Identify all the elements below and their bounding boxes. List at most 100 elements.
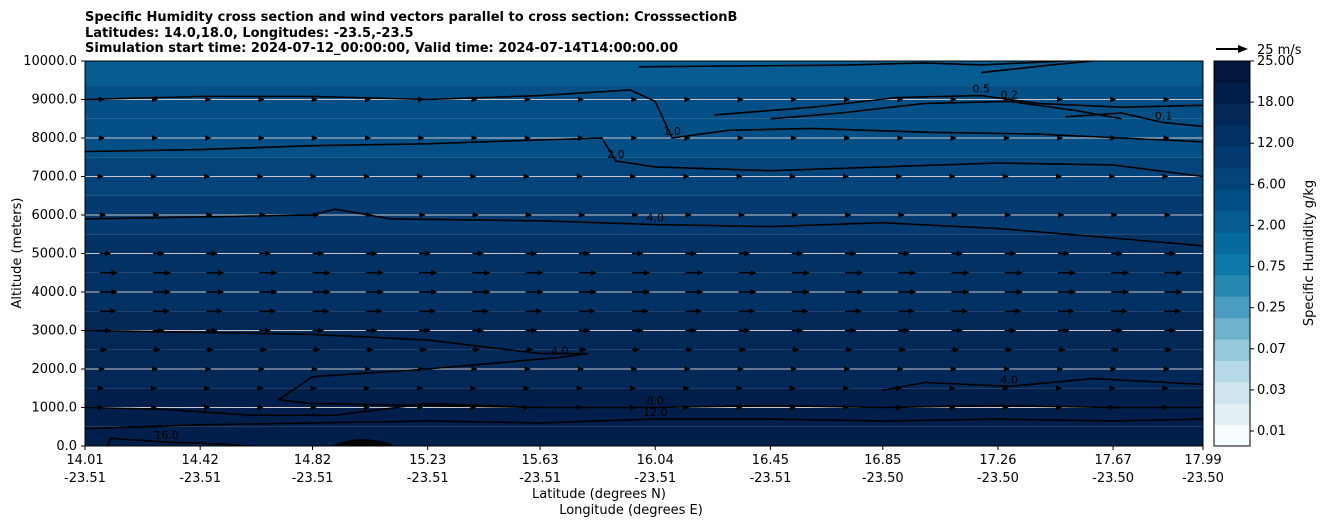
wind-arrow [738, 308, 756, 315]
wind-arrow [150, 173, 157, 180]
wind-arrow [525, 269, 544, 276]
wind-arrow-head [470, 173, 477, 180]
wind-arrow-head [204, 385, 211, 392]
wind-arrow [417, 404, 424, 411]
wind-arrow-head [258, 96, 265, 103]
wind-arrow-head [324, 269, 331, 276]
wind-arrow-head [584, 250, 591, 257]
wind-arrow-head [152, 135, 159, 141]
wind-arrow-head [577, 135, 584, 141]
wind-arrow [205, 135, 212, 141]
wind-arrow-head [477, 250, 484, 257]
wind-arrow [99, 308, 117, 315]
wind-arrow-head [903, 327, 910, 334]
wind-arrow-head [164, 289, 171, 295]
wind-arrow-head [790, 366, 797, 372]
wind-arrow [99, 250, 112, 257]
wind-arrow [152, 269, 171, 276]
wind-arrow [419, 308, 436, 315]
wind-arrow-head [1111, 212, 1118, 218]
wind-arrow [363, 385, 370, 392]
wind-arrow [1004, 346, 1013, 353]
wind-arrow-head [643, 289, 650, 295]
wind-arrow [737, 135, 744, 141]
wind-arrow-head [1055, 385, 1062, 392]
wind-arrow-head [630, 404, 637, 411]
wind-arrow [632, 308, 649, 315]
wind-arrow-head [949, 173, 956, 180]
wind-arrow-head [844, 135, 851, 141]
wind-arrow [259, 269, 278, 276]
wind-arrow-head [424, 327, 431, 334]
y-tick-label: 4000.0 [32, 285, 78, 300]
wind-arrow [206, 308, 223, 315]
wind-arrow [204, 385, 211, 392]
wind-arrow [789, 173, 796, 180]
wind-arrow [630, 404, 637, 411]
wind-arrow-head [690, 327, 697, 334]
wind-arrow-head [1166, 346, 1173, 353]
wind-arrow-head [418, 135, 425, 141]
wind-arrow [259, 308, 277, 315]
colorbar-segment [1214, 274, 1250, 297]
wind-arrow-head [1162, 173, 1169, 180]
y-axis-label: Altitude (meters) [10, 198, 25, 309]
colorbar-tick-label: 0.07 [1257, 342, 1286, 357]
wind-arrow [312, 289, 331, 295]
wind-arrow-head [1163, 135, 1170, 141]
contour-label: 16.0 [154, 429, 179, 442]
wind-arrow [1004, 289, 1023, 295]
wind-arrow-head [686, 346, 693, 353]
wind-arrow-head [211, 250, 218, 257]
wind-arrow-head [310, 404, 317, 411]
wind-arrow [1111, 269, 1130, 276]
wind-arrow-head [218, 269, 225, 276]
wind-arrow [365, 327, 378, 334]
wind-arrow [951, 212, 958, 218]
wind-arrow-head [1169, 327, 1176, 334]
wind-arrow-head [962, 308, 969, 315]
wind-arrow [951, 289, 970, 295]
wind-arrow-head [579, 212, 586, 218]
colorbar-segment [1214, 403, 1250, 426]
wind-arrow [364, 96, 371, 103]
x-axis-label-latitude: Latitude (degrees N) [532, 487, 666, 502]
wind-arrow-head [802, 308, 809, 315]
colorbar-segment [1214, 360, 1250, 383]
colorbar-segment [1214, 146, 1250, 169]
wind-arrow [630, 173, 637, 180]
wind-arrow [844, 327, 857, 334]
wind-arrow-head [371, 327, 378, 334]
colorbar-segment [1214, 339, 1250, 361]
wind-arrow [1109, 173, 1116, 180]
wind-arrow [470, 404, 477, 411]
wind-arrow-head [205, 135, 212, 141]
x-tick-label-lon: -23.50 [862, 471, 904, 486]
wind-arrow [525, 308, 543, 315]
wind-arrow [1057, 135, 1064, 141]
y-tick-label: 0.0 [56, 439, 77, 454]
wind-arrow [1162, 385, 1169, 392]
wind-arrow-head [949, 385, 956, 392]
wind-arrow [842, 385, 849, 392]
wind-arrow-head [417, 404, 424, 411]
wind-arrow-head [1123, 269, 1130, 276]
wind-arrow [844, 96, 851, 103]
wind-arrow [1055, 385, 1062, 392]
wind-arrow [419, 269, 437, 276]
wind-arrow-head [1005, 212, 1012, 218]
wind-arrow-head [484, 289, 491, 295]
wind-arrow [738, 346, 747, 353]
wind-arrow [524, 366, 531, 372]
wind-arrow [150, 404, 157, 411]
wind-arrow [99, 346, 108, 353]
wind-arrow [898, 308, 915, 315]
wind-arrow [1164, 269, 1183, 276]
wind-arrow [99, 212, 107, 218]
colorbar-tick-label: 0.01 [1257, 424, 1286, 439]
wind-arrow-head [97, 173, 104, 180]
colorbar-segment [1214, 103, 1250, 126]
wind-arrow-head [897, 96, 904, 103]
wind-arrow-head [371, 250, 378, 257]
x-tick-label-lat: 15.23 [409, 453, 446, 468]
